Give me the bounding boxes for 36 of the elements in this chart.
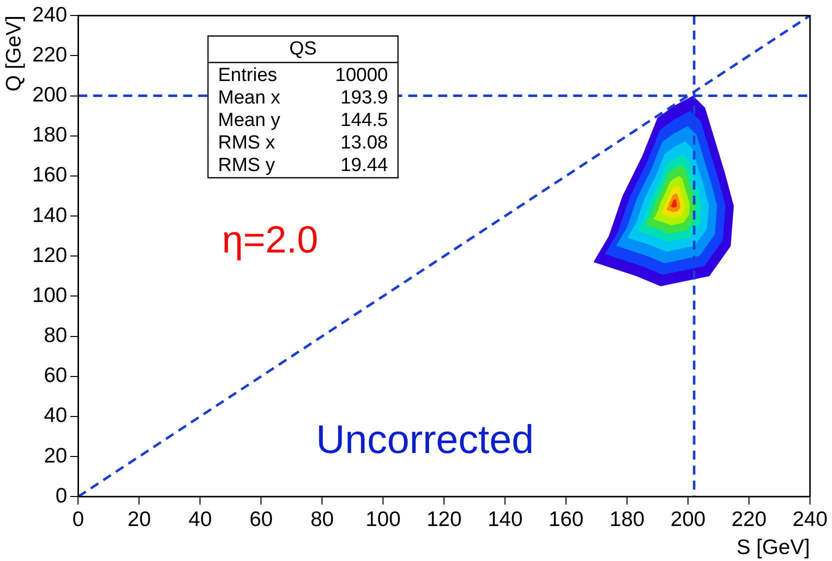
x-tick-label: 20 [128, 508, 151, 531]
y-tick-label: 240 [32, 3, 68, 26]
x-tick-label: 60 [250, 508, 273, 531]
annotation: η=2.0 [222, 219, 318, 262]
y-tick-label: 180 [32, 124, 68, 147]
y-tick-label: 100 [32, 284, 68, 307]
x-tick-label: 40 [188, 508, 212, 531]
x-tick-label: 140 [488, 508, 523, 531]
x-tick-label: 80 [310, 508, 334, 531]
x-tick-label: 240 [792, 508, 828, 531]
y-tick-label: 40 [44, 404, 68, 428]
x-tick-label: 220 [731, 508, 767, 531]
y-tick-label: 140 [32, 204, 68, 227]
y-tick-label: 200 [32, 84, 68, 107]
x-axis-title: S [GeV] [736, 536, 810, 560]
y-tick-label: 160 [32, 164, 68, 187]
x-tick-label: 0 [72, 508, 84, 531]
x-tick-label: 100 [366, 508, 401, 531]
y-tick-label: 80 [44, 324, 68, 348]
y-tick-label: 60 [44, 364, 68, 388]
y-tick-label: 20 [44, 444, 68, 468]
annotation: QS [289, 38, 317, 60]
y-tick-label: 220 [32, 43, 68, 66]
x-tick-label: 120 [426, 508, 462, 531]
y-tick-label: 120 [32, 244, 68, 267]
text: Mean y 144.5 [218, 110, 388, 131]
x-tick-label: 160 [548, 508, 584, 531]
x-tick-label: 200 [670, 508, 706, 531]
annotation: Uncorrected [316, 418, 534, 462]
text: Entries 10000 [218, 64, 388, 86]
text: RMS y 19.44 [218, 154, 388, 176]
text: RMS x 13.08 [218, 132, 388, 154]
text: Mean x 193.9 [218, 87, 388, 108]
y-tick-label: 0 [56, 484, 68, 508]
y-axis-title: Q [GeV] [2, 16, 26, 92]
x-tick-label: 180 [610, 508, 645, 531]
